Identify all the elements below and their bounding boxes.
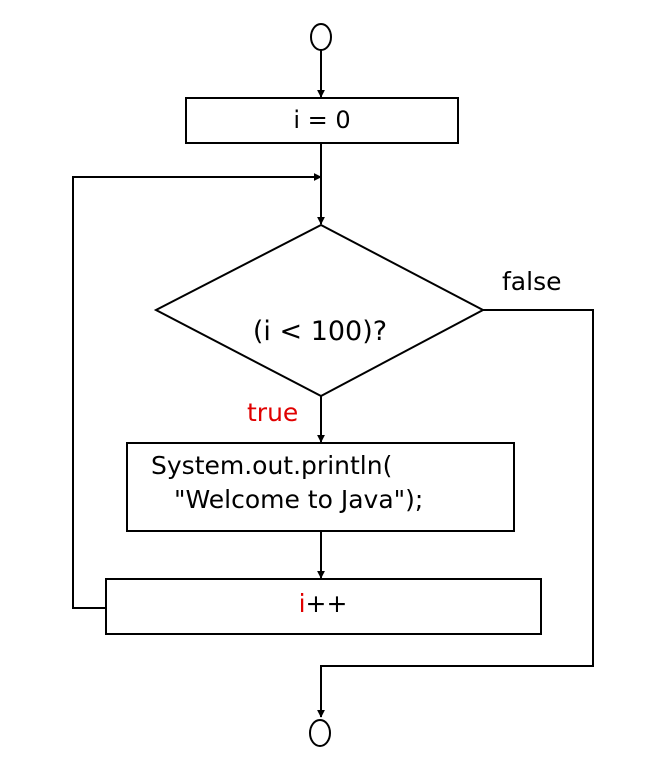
increment-box [105, 578, 542, 635]
increment-var: i [299, 589, 306, 618]
false-label: false [502, 267, 561, 296]
loop-back-arrow [72, 173, 322, 609]
start-terminal [310, 23, 332, 51]
false-branch-arrow [317, 309, 594, 718]
end-terminal [309, 719, 331, 747]
condition-diamond [153, 223, 486, 398]
increment-op: ++ [306, 589, 348, 618]
condition-text: (i < 100)? [253, 316, 387, 347]
true-label: true [247, 398, 298, 427]
body-line-2: "Welcome to Java"); [174, 485, 423, 514]
init-text: i = 0 [293, 106, 350, 134]
increment-text: i++ [299, 589, 348, 618]
body-line-1: System.out.println( [151, 451, 392, 480]
